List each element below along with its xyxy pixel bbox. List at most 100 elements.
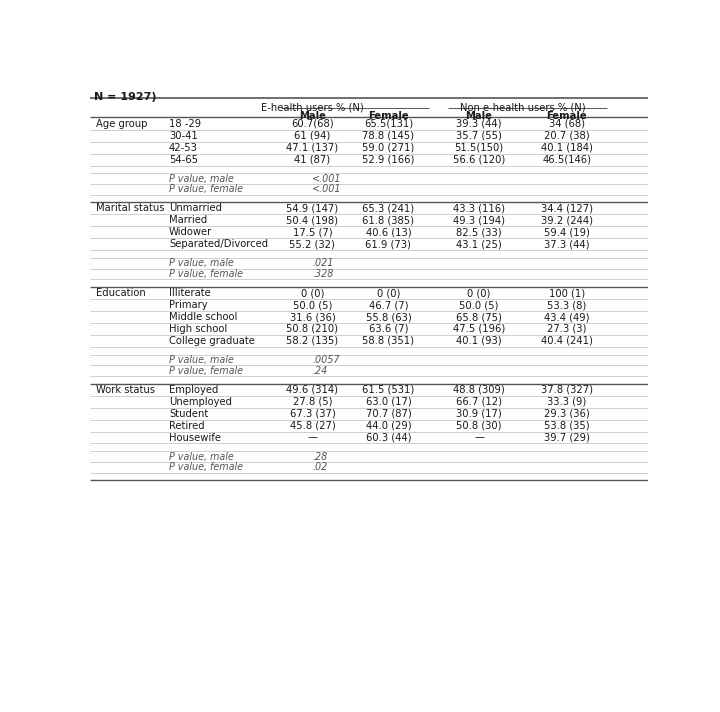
Text: 63.0 (17): 63.0 (17) bbox=[366, 397, 411, 407]
Text: 0 (0): 0 (0) bbox=[467, 288, 491, 298]
Text: 53.8 (35): 53.8 (35) bbox=[544, 421, 590, 431]
Text: 78.8 (145): 78.8 (145) bbox=[362, 131, 415, 141]
Text: 31.6 (36): 31.6 (36) bbox=[289, 312, 336, 322]
Text: 39.3 (44): 39.3 (44) bbox=[456, 119, 502, 129]
Text: 47.1 (137): 47.1 (137) bbox=[287, 142, 338, 152]
Text: P value, male: P value, male bbox=[169, 174, 234, 184]
Text: 47.5 (196): 47.5 (196) bbox=[453, 324, 505, 334]
Text: 45.8 (27): 45.8 (27) bbox=[289, 421, 336, 431]
Text: 55.2 (32): 55.2 (32) bbox=[289, 239, 336, 249]
Text: <.001: <.001 bbox=[312, 174, 342, 184]
Text: Male: Male bbox=[466, 111, 492, 121]
Text: Illiterate: Illiterate bbox=[169, 288, 211, 298]
Text: Non e-health users % (N): Non e-health users % (N) bbox=[460, 103, 585, 112]
Text: 65.8 (75): 65.8 (75) bbox=[456, 312, 502, 322]
Text: 58.8 (351): 58.8 (351) bbox=[362, 336, 415, 346]
Text: Female: Female bbox=[368, 111, 409, 121]
Text: 65.3 (241): 65.3 (241) bbox=[362, 204, 415, 214]
Text: 30-41: 30-41 bbox=[169, 131, 198, 141]
Text: P value, female: P value, female bbox=[169, 184, 243, 194]
Text: 49.3 (194): 49.3 (194) bbox=[453, 216, 505, 226]
Text: 50.0 (5): 50.0 (5) bbox=[459, 300, 499, 310]
Text: 63.6 (7): 63.6 (7) bbox=[369, 324, 408, 334]
Text: 44.0 (29): 44.0 (29) bbox=[366, 421, 411, 431]
Text: 60.3 (44): 60.3 (44) bbox=[366, 432, 411, 443]
Text: 61.5 (531): 61.5 (531) bbox=[362, 384, 415, 394]
Text: 61 (94): 61 (94) bbox=[294, 131, 330, 141]
Text: Widower: Widower bbox=[169, 227, 212, 237]
Text: 52.9 (166): 52.9 (166) bbox=[362, 155, 415, 164]
Text: 59.0 (271): 59.0 (271) bbox=[362, 142, 415, 152]
Text: 42-53: 42-53 bbox=[169, 142, 198, 152]
Text: 20.7 (38): 20.7 (38) bbox=[544, 131, 590, 141]
Text: 30.9 (17): 30.9 (17) bbox=[456, 409, 502, 419]
Text: 40.6 (13): 40.6 (13) bbox=[366, 227, 411, 237]
Text: Married: Married bbox=[169, 216, 207, 226]
Text: 40.4 (241): 40.4 (241) bbox=[541, 336, 593, 346]
Text: Employed: Employed bbox=[169, 384, 218, 394]
Text: Age group: Age group bbox=[96, 119, 148, 129]
Text: 50.4 (198): 50.4 (198) bbox=[287, 216, 338, 226]
Text: 43.4 (49): 43.4 (49) bbox=[544, 312, 590, 322]
Text: N = 1927): N = 1927) bbox=[94, 93, 156, 103]
Text: Housewife: Housewife bbox=[169, 432, 221, 443]
Text: .021: .021 bbox=[312, 258, 334, 268]
Text: 54.9 (147): 54.9 (147) bbox=[287, 204, 338, 214]
Text: 82.5 (33): 82.5 (33) bbox=[456, 227, 502, 237]
Text: 39.2 (244): 39.2 (244) bbox=[541, 216, 593, 226]
Text: High school: High school bbox=[169, 324, 228, 334]
Text: Retired: Retired bbox=[169, 421, 204, 431]
Text: P value, female: P value, female bbox=[169, 269, 243, 279]
Text: Female: Female bbox=[546, 111, 587, 121]
Text: 40.1 (93): 40.1 (93) bbox=[456, 336, 502, 346]
Text: College graduate: College graduate bbox=[169, 336, 255, 346]
Text: 29.3 (36): 29.3 (36) bbox=[544, 409, 590, 419]
Text: 61.8 (385): 61.8 (385) bbox=[362, 216, 415, 226]
Text: P value, male: P value, male bbox=[169, 355, 234, 365]
Text: 40.1 (184): 40.1 (184) bbox=[541, 142, 593, 152]
Text: Marital status: Marital status bbox=[96, 204, 165, 214]
Text: .28: .28 bbox=[312, 451, 328, 461]
Text: 65.5(131): 65.5(131) bbox=[364, 119, 413, 129]
Text: 51.5(150): 51.5(150) bbox=[454, 142, 503, 152]
Text: 0 (0): 0 (0) bbox=[377, 288, 400, 298]
Text: 27.3 (3): 27.3 (3) bbox=[547, 324, 586, 334]
Text: 43.3 (116): 43.3 (116) bbox=[453, 204, 505, 214]
Text: P value, female: P value, female bbox=[169, 462, 243, 472]
Text: 50.8 (210): 50.8 (210) bbox=[287, 324, 338, 334]
Text: .0057: .0057 bbox=[312, 355, 340, 365]
Text: 41 (87): 41 (87) bbox=[294, 155, 330, 164]
Text: 17.5 (7): 17.5 (7) bbox=[292, 227, 332, 237]
Text: <.001: <.001 bbox=[312, 184, 342, 194]
Text: 67.3 (37): 67.3 (37) bbox=[289, 409, 336, 419]
Text: 48.8 (309): 48.8 (309) bbox=[453, 384, 505, 394]
Text: 33.3 (9): 33.3 (9) bbox=[547, 397, 586, 407]
Text: 43.1 (25): 43.1 (25) bbox=[456, 239, 502, 249]
Text: 34.4 (127): 34.4 (127) bbox=[541, 204, 593, 214]
Text: 0 (0): 0 (0) bbox=[301, 288, 324, 298]
Text: 56.6 (120): 56.6 (120) bbox=[453, 155, 505, 164]
Text: 55.8 (63): 55.8 (63) bbox=[366, 312, 411, 322]
Text: P value, male: P value, male bbox=[169, 451, 234, 461]
Text: Middle school: Middle school bbox=[169, 312, 238, 322]
Text: 35.7 (55): 35.7 (55) bbox=[456, 131, 502, 141]
Text: Education: Education bbox=[96, 288, 146, 298]
Text: Primary: Primary bbox=[169, 300, 207, 310]
Text: .328: .328 bbox=[312, 269, 334, 279]
Text: 59.4 (19): 59.4 (19) bbox=[544, 227, 590, 237]
Text: 61.9 (73): 61.9 (73) bbox=[366, 239, 411, 249]
Text: Work status: Work status bbox=[96, 384, 156, 394]
Text: P value, male: P value, male bbox=[169, 258, 234, 268]
Text: 34 (68): 34 (68) bbox=[549, 119, 585, 129]
Text: 49.6 (314): 49.6 (314) bbox=[287, 384, 338, 394]
Text: 46.5(146): 46.5(146) bbox=[542, 155, 591, 164]
Text: 46.7 (7): 46.7 (7) bbox=[369, 300, 408, 310]
Text: 60.7(68): 60.7(68) bbox=[291, 119, 334, 129]
Text: 27.8 (5): 27.8 (5) bbox=[292, 397, 332, 407]
Text: Separated/Divorced: Separated/Divorced bbox=[169, 239, 268, 249]
Text: E-health users % (N): E-health users % (N) bbox=[261, 103, 364, 112]
Text: Unmarried: Unmarried bbox=[169, 204, 222, 214]
Text: 18 -29: 18 -29 bbox=[169, 119, 201, 129]
Text: 100 (1): 100 (1) bbox=[549, 288, 585, 298]
Text: 66.7 (12): 66.7 (12) bbox=[456, 397, 502, 407]
